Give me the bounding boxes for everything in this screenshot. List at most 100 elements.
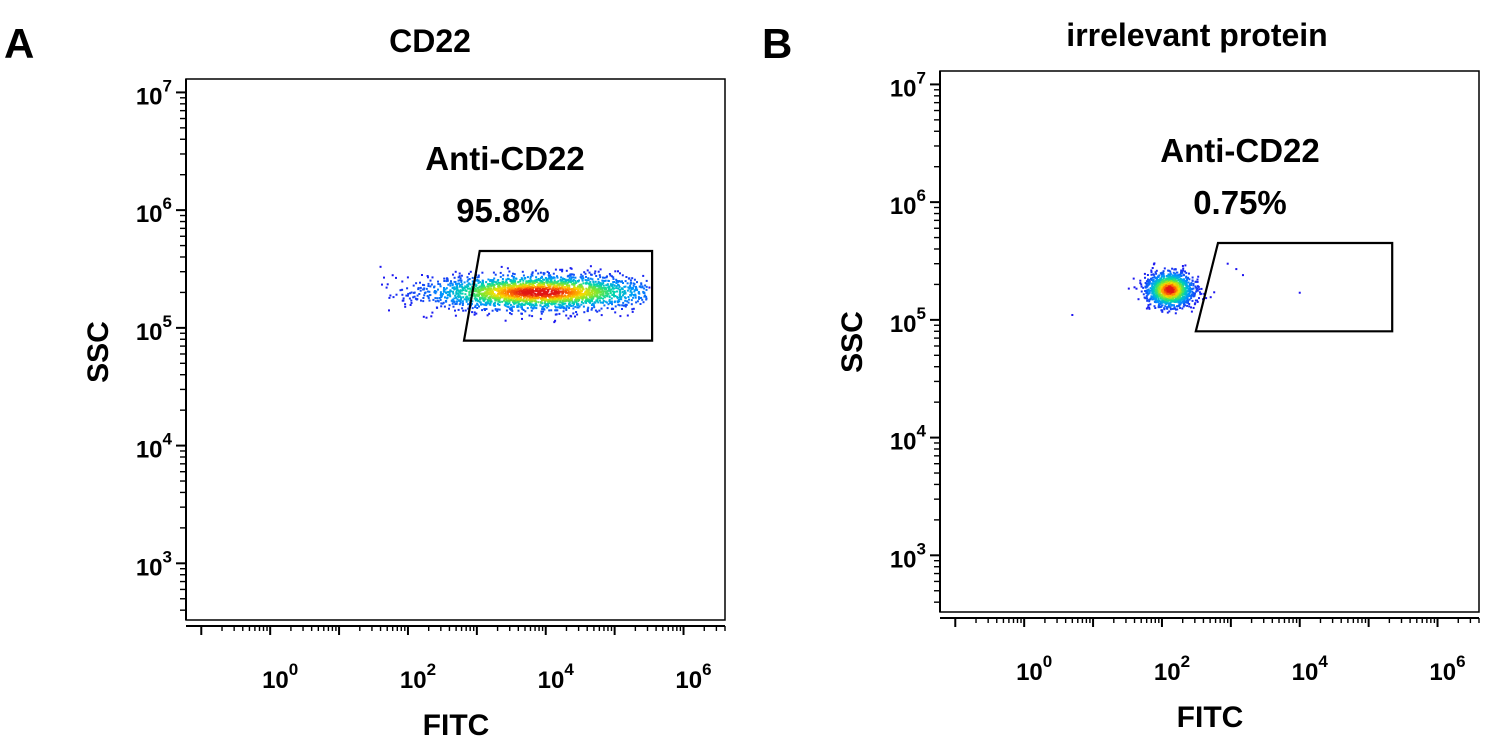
panel-b-event-dot [1184,270,1186,273]
panel-b-event-dot [1186,294,1189,297]
panel-a-event-dot [389,294,392,297]
panel-b-event-dot [1184,304,1186,307]
panel-a-event-dot [467,303,470,306]
panel-a-event-dot [577,296,580,299]
panel-a-event-dot [635,285,637,288]
panel-a-event-dot [454,303,457,305]
panel-a-event-dot [508,295,511,298]
panel-a-event-dot [570,276,573,279]
panel-b-event-dot [1148,291,1151,294]
panel-b-event-dot [1187,289,1190,292]
panel-a-event-dot [426,275,429,277]
panel-a-event-dot [495,294,498,297]
panel-b-event-dot [1156,295,1159,298]
panel-a-event-dot [481,271,484,274]
panel-a-letter: A [4,20,34,67]
panel-a-event-dot [639,303,642,305]
panel-b-y-tick-label: 106 [890,186,926,220]
panel-b-event-dot [1187,288,1190,290]
panel-b-event-dot [1147,283,1150,286]
panel-a-event-dot [519,300,522,302]
panel-b-y-axis-label: SSC [836,311,869,373]
panel-a-event-dot [433,290,436,292]
panel-b-event-dot [1171,289,1174,292]
panel-a-event-dot [506,274,509,277]
panel-a-gate-percent: 95.8% [456,192,550,229]
panel-a-event-dot [602,299,605,302]
panel-a-event-dot [408,297,411,300]
panel-a-event-dot [469,283,472,286]
panel-a-event-dot [539,290,542,293]
panel-a-event-dot [553,279,556,282]
panel-b-event-dot [1171,297,1174,300]
panel-a-event-dot [456,292,459,295]
panel-a-event-dot [526,285,529,288]
panel-b-event-dot [1151,267,1154,269]
panel-a-event-dot [476,276,479,279]
panel-a-event-dot [422,283,424,286]
panel-a-event-dot [572,282,575,285]
panel-a-event-dot [448,292,451,295]
panel-b-event-dot [1192,282,1195,285]
panel-b-event-dot [1162,291,1165,294]
panel-a-event-dot [413,291,416,294]
panel-a-event-dot [612,281,615,284]
panel-a-event-dot [478,292,481,295]
panel-a-event-dot [484,286,487,289]
panel-a-event-dot [540,312,543,315]
panel-b-y-tick-base: 10 [890,429,917,456]
panel-a-event-dot [544,291,547,294]
panel-a-event-dot [599,293,602,296]
panel-a-event-dot [461,300,464,303]
panel-b-event-dot [1151,296,1154,299]
panel-a-y-tick-label: 104 [136,430,173,464]
panel-a-event-dot [489,291,492,294]
panel-a-event-dot [558,312,561,315]
panel-a-event-dot [507,277,509,280]
panel-b-event-dot [1192,306,1195,309]
panel-a-event-dot [570,293,573,295]
panel-b-x-tick-exponent: 6 [1456,652,1465,671]
panel-a-event-dot [601,294,604,297]
panel-a-event-dot [599,268,602,271]
panel-a-event-dot [450,290,453,293]
panel-a-event-dot [494,281,497,284]
panel-a-event-dot [534,286,537,289]
panel-b-event-dot [1159,278,1162,281]
panel-b-event-dot [1155,287,1158,290]
panel-b-event-dot [1172,295,1175,297]
panel-b-event-dot [1148,279,1151,282]
panel-b-event-dot [1170,287,1173,290]
panel-b-event-dot [1156,278,1159,281]
panel-a-event-dot [419,289,422,292]
panel-a-event-dot [512,272,514,275]
panel-b-event-dot [1196,299,1198,302]
panel-a-event-dot [509,304,512,306]
panel-a-event-dot [564,294,567,297]
panel-a-event-dot [567,291,570,294]
panel-a-event-dot [612,307,615,310]
panel-a-gate [462,249,654,342]
panel-a-event-dot [578,305,581,308]
panel-a-event-dot [531,315,534,318]
panel-a-event-dot [419,281,421,284]
panel-a-event-dot [488,312,491,315]
panel-a-event-dot [464,293,467,296]
panel-a-event-dot [560,304,563,307]
panel-a-event-dot [489,300,492,303]
panel-a-event-dot [533,304,536,307]
panel-a-event-dot [513,283,516,286]
panel-b-event-dot [1172,278,1175,281]
panel-a-event-dot [625,276,628,278]
panel-a-event-dot [507,303,510,306]
panel-b-event-dot [1167,291,1170,294]
panel-a-event-dot [501,282,504,285]
panel-b-event-dot [1177,282,1180,285]
panel-a-event-dot [386,283,389,286]
panel-a-event-dot [601,293,604,296]
panel-a-event-dot [567,290,570,293]
panel-a-event-dot [611,303,613,306]
panel-b-event-dot [1170,284,1173,287]
panel-b-event-dot [1179,303,1182,306]
panel-a-event-dot [593,293,596,296]
